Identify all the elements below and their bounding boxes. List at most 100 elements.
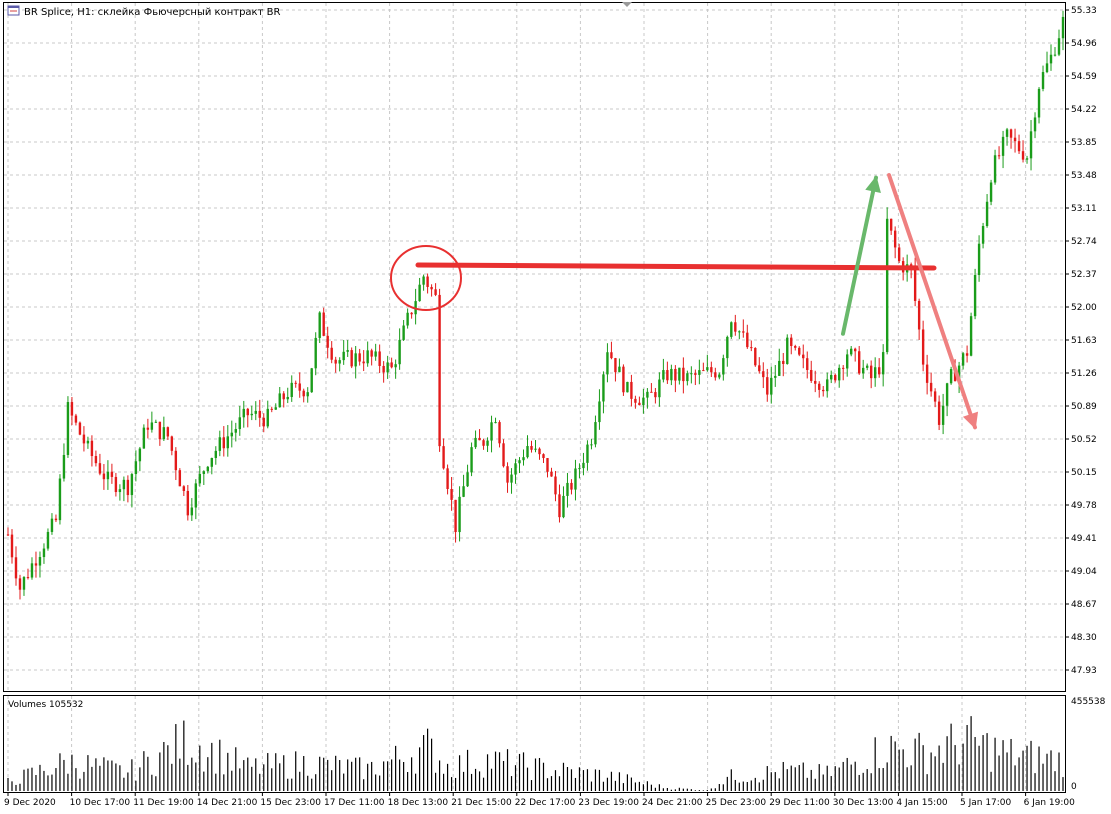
candle-body: [1001, 136, 1005, 156]
y-tick-label: 51.26: [1071, 369, 1097, 379]
candle-body: [957, 365, 961, 382]
y-tick-label: 53.11: [1071, 204, 1097, 214]
candle-body: [70, 402, 74, 416]
candle-body: [486, 440, 489, 446]
candle-body: [698, 370, 701, 375]
candle-body: [662, 370, 665, 380]
x-tick-label: 6 Jan 19:00: [1024, 798, 1076, 808]
candle-body: [1049, 54, 1053, 64]
candle-body: [390, 362, 393, 368]
candle-body: [678, 367, 681, 381]
candle-body: [522, 457, 525, 461]
candle-body: [618, 366, 621, 373]
y-tick-label: 47.93: [1071, 666, 1097, 676]
x-tick-label: 15 Dec 23:00: [260, 798, 321, 808]
candle-body: [234, 429, 237, 433]
candle-body: [806, 358, 809, 370]
candle-body: [298, 383, 301, 391]
candle-body: [646, 391, 649, 398]
y-tick-label: 50.52: [1071, 435, 1097, 445]
candle-body: [210, 458, 214, 467]
annotations-layer: [390, 173, 979, 430]
candle-body: [873, 367, 877, 379]
candle-body: [302, 390, 305, 397]
candle-body: [782, 360, 785, 364]
y-tick-label: 52.00: [1071, 303, 1097, 313]
time-axis: 9 Dec 2020 10 Dec 17:00 11 Dec 19:00 14 Dec…: [4, 792, 1075, 808]
candle-body: [578, 468, 581, 470]
candle-body: [474, 437, 477, 448]
candle-body: [929, 382, 933, 392]
candle-body: [710, 367, 713, 373]
candle-body: [166, 427, 170, 437]
candle-body: [22, 577, 26, 590]
candle-body: [362, 361, 365, 364]
x-tick-label: 14 Dec 21:00: [197, 798, 258, 808]
candle-body: [18, 578, 22, 590]
candle-body: [90, 440, 94, 457]
chart-window-icon: [7, 5, 20, 16]
candle-body: [570, 482, 573, 490]
candle-body: [794, 345, 797, 348]
y-tick-label: 50.15: [1071, 468, 1097, 478]
candle-body: [562, 495, 565, 518]
y-tick-label: 54.22: [1071, 105, 1097, 115]
candle-body: [941, 405, 945, 425]
candle-body: [478, 437, 481, 441]
candle-body: [702, 370, 705, 372]
candle-body: [694, 373, 697, 375]
resistance-line: [415, 262, 937, 271]
candle-body: [450, 488, 453, 500]
candle-body: [1005, 129, 1009, 137]
y-tick-label: 52.37: [1071, 270, 1097, 280]
candle-body: [330, 347, 333, 360]
candle-body: [961, 353, 965, 366]
candle-body: [458, 496, 461, 533]
candle-body: [1053, 54, 1057, 56]
candle-body: [650, 391, 653, 393]
candle-body: [514, 463, 517, 475]
candle-body: [410, 312, 413, 315]
candle-body: [438, 294, 441, 447]
shift-marker-icon[interactable]: [622, 2, 632, 7]
y-tick-label: 52.74: [1071, 237, 1097, 247]
candle-body: [546, 458, 549, 472]
candle-body: [182, 486, 186, 491]
candle-body: [470, 447, 473, 473]
candle-body: [318, 312, 321, 338]
candle-body: [118, 489, 122, 493]
candle-body: [326, 335, 329, 348]
volume-bars-layer: [7, 716, 1064, 791]
candle-body: [586, 444, 589, 463]
candle-body: [853, 348, 857, 352]
candle-body: [274, 407, 277, 410]
candle-body: [126, 479, 130, 496]
candle-body: [394, 364, 397, 368]
candle-body: [921, 329, 925, 365]
candle-body: [630, 381, 633, 399]
candle-body: [110, 471, 114, 477]
candle-body: [610, 352, 613, 359]
candle-body: [434, 289, 437, 295]
candle-body: [774, 375, 777, 378]
y-tick-label: 55.33: [1071, 6, 1097, 16]
candle-body: [861, 367, 865, 374]
candle-body: [762, 371, 765, 378]
candle-body: [46, 531, 50, 549]
candle-body: [502, 443, 505, 467]
candle-body: [770, 377, 773, 395]
x-tick-label: 21 Dec 15:00: [451, 798, 512, 808]
y-tick-label: 49.04: [1071, 567, 1097, 577]
candle-body: [266, 408, 269, 427]
candle-body: [869, 365, 873, 379]
y-tick-label: 54.59: [1071, 72, 1097, 82]
price-axis: 55.33 54.96 54.59 54.22 53.85 53.48 53.11 52.74…: [1065, 6, 1097, 676]
candle-body: [750, 347, 753, 349]
candle-body: [342, 351, 345, 361]
candle-body: [114, 476, 118, 493]
candle-body: [190, 507, 194, 516]
candle-body: [262, 417, 265, 427]
volume-label: Volumes 105532: [8, 700, 83, 710]
